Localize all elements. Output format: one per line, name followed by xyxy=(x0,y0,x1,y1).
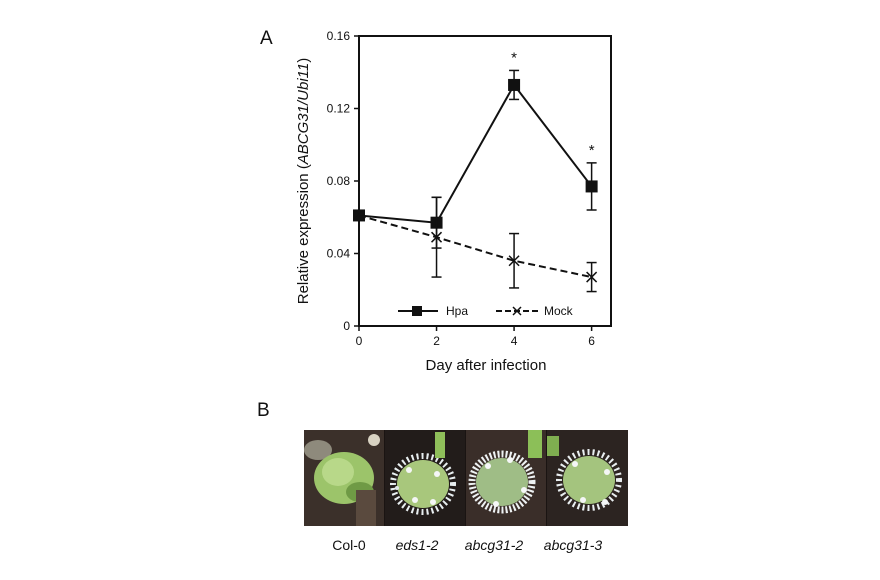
legend-label-mock: Mock xyxy=(544,304,574,318)
seedling-photo-eds1-2 xyxy=(385,430,466,526)
legend-marker-mock xyxy=(512,306,522,316)
panel-a-letter: A xyxy=(260,28,273,49)
y-tick-label: 0.04 xyxy=(327,247,351,261)
genotype-label-abcg31-2: abcg31-2 xyxy=(464,537,524,553)
data-point-mock xyxy=(431,231,443,243)
panel-b-letter: B xyxy=(257,400,270,421)
genotype-label-eds1-2: eds1-2 xyxy=(395,537,439,553)
data-point-hpa xyxy=(508,78,521,91)
legend-marker-hpa xyxy=(412,306,422,316)
seedling-photo-abcg31-2 xyxy=(466,430,547,526)
y-tick-label: 0.16 xyxy=(327,29,351,43)
seedling-photo-strip xyxy=(304,430,628,526)
plot-frame xyxy=(358,35,612,327)
y-axis-label: Relative expression (ABCG31/Ubi11) xyxy=(295,58,312,305)
x-tick-label: 4 xyxy=(511,334,518,348)
genotype-label-col-0: Col-0 xyxy=(332,537,366,553)
data-point-mock xyxy=(508,255,520,267)
seedling-photo-abcg31-3 xyxy=(547,430,628,526)
x-tick-label: 0 xyxy=(356,334,363,348)
data-point-mock xyxy=(353,209,365,221)
x-tick-label: 2 xyxy=(433,334,440,348)
series-line-mock xyxy=(358,214,592,279)
data-point-hpa xyxy=(585,180,598,193)
significance-mark: * xyxy=(589,142,595,159)
significance-mark: * xyxy=(511,49,517,66)
seedling-photo-col-0 xyxy=(304,430,385,526)
data-point-mock xyxy=(586,271,598,283)
expression-line-chart: 0 0.04 0.08 0.12 0.16 0 2 4 6 Day after infection… xyxy=(295,29,612,374)
genotype-label-abcg31-3: abcg31-3 xyxy=(543,537,603,553)
x-tick-label: 6 xyxy=(588,334,595,348)
x-axis-label: Day after infection xyxy=(426,357,547,374)
y-tick-label: 0 xyxy=(343,319,350,333)
legend-label-hpa: Hpa xyxy=(446,304,468,318)
y-tick-label: 0.08 xyxy=(327,174,351,188)
y-tick-label: 0.12 xyxy=(327,102,351,116)
series-line-hpa xyxy=(358,83,593,224)
